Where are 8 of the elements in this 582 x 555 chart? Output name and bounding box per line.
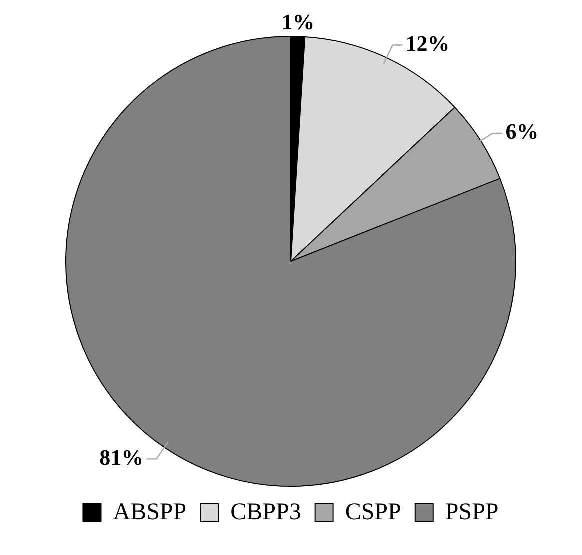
data-label: 1% [282, 9, 315, 34]
legend-label: CSPP [345, 499, 402, 526]
legend-label: PSPP [445, 499, 499, 526]
data-label: 12% [406, 30, 450, 56]
data-label: 6% [506, 119, 539, 144]
legend-label: ABSPP [113, 499, 187, 526]
data-label: 81% [100, 444, 144, 470]
legend-label: CBPP3 [230, 499, 302, 526]
